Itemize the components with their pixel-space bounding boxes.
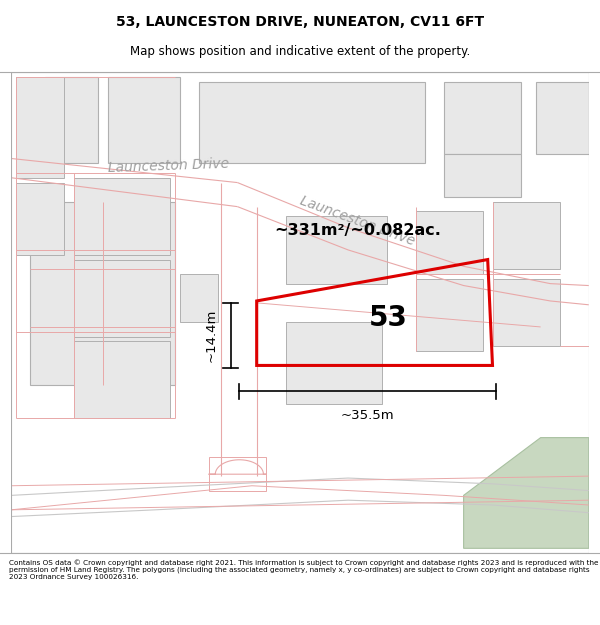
Text: Launceston Drive: Launceston Drive [298,194,417,248]
Polygon shape [445,81,521,154]
Polygon shape [286,322,382,404]
Polygon shape [209,457,266,491]
Text: ~35.5m: ~35.5m [341,409,395,422]
Polygon shape [31,202,175,384]
Polygon shape [286,216,386,284]
Polygon shape [16,182,64,255]
Polygon shape [464,438,589,548]
Polygon shape [11,159,238,211]
Polygon shape [16,77,64,178]
Polygon shape [415,211,483,274]
Polygon shape [209,460,266,474]
Text: 53: 53 [368,304,407,332]
Polygon shape [493,279,560,346]
Text: Contains OS data © Crown copyright and database right 2021. This information is : Contains OS data © Crown copyright and d… [9,559,599,580]
Polygon shape [199,81,425,163]
Polygon shape [11,476,589,553]
Polygon shape [238,207,589,332]
Polygon shape [74,259,170,336]
Polygon shape [179,274,218,322]
Polygon shape [107,77,179,163]
Polygon shape [11,72,589,553]
Text: Launceston Drive: Launceston Drive [107,157,229,175]
Polygon shape [45,77,98,163]
Polygon shape [74,341,170,418]
Polygon shape [445,154,521,197]
Text: Map shows position and indicative extent of the property.: Map shows position and indicative extent… [130,45,470,58]
Polygon shape [415,279,483,351]
Polygon shape [536,81,589,154]
Polygon shape [493,202,560,269]
Polygon shape [218,207,257,505]
Text: ~331m²/~0.082ac.: ~331m²/~0.082ac. [274,223,441,238]
Polygon shape [74,177,170,255]
Text: 53, LAUNCESTON DRIVE, NUNEATON, CV11 6FT: 53, LAUNCESTON DRIVE, NUNEATON, CV11 6FT [116,14,484,29]
Text: ~14.4m: ~14.4m [204,309,217,362]
